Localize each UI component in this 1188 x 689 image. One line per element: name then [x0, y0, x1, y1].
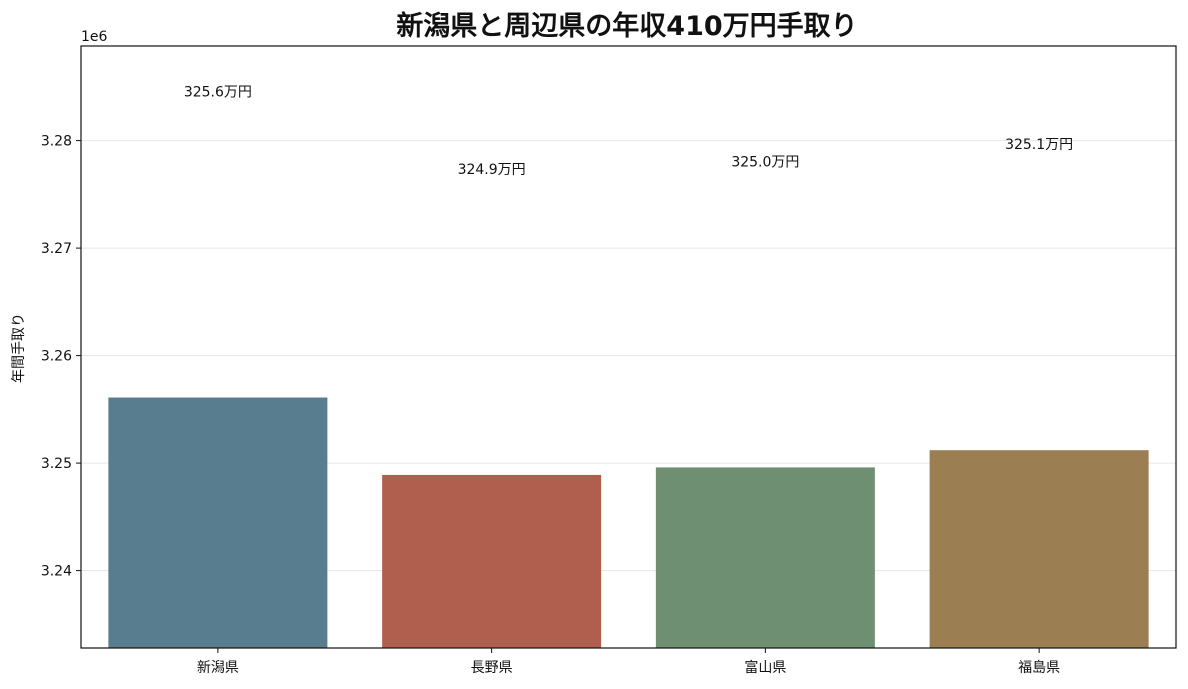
bar	[929, 450, 1149, 648]
y-tick-label: 3.26	[41, 349, 72, 365]
bar-value-label: 325.6万円	[184, 85, 252, 101]
y-tick-label: 3.25	[41, 456, 72, 472]
bar-value-label: 324.9万円	[458, 162, 526, 178]
y-tick-label: 3.28	[41, 134, 72, 150]
bar	[108, 397, 328, 648]
x-tick-label: 長野県	[471, 660, 513, 676]
y-tick-label: 3.27	[41, 241, 72, 257]
bars	[108, 397, 1149, 648]
bar	[655, 467, 875, 648]
y-axis-ticks: 3.24 3.25 3.26 3.27 3.28	[41, 134, 81, 580]
y-axis-offset-label: 1e6	[81, 29, 108, 45]
y-tick-label: 3.24	[41, 564, 72, 580]
bar-value-label: 325.0万円	[731, 154, 799, 170]
x-tick-label: 富山県	[744, 659, 786, 676]
x-tick-label: 新潟県	[197, 660, 239, 676]
x-tick-label: 福島県	[1018, 660, 1060, 676]
bar	[382, 474, 602, 648]
chart-title: 新潟県と周辺県の年収410万円手取り	[396, 10, 857, 42]
x-axis-ticks: 新潟県 長野県 富山県 福島県	[197, 648, 1060, 676]
y-axis-label: 年間手取り	[11, 313, 27, 383]
plot-frame	[80, 45, 1177, 649]
bar-value-label: 325.1万円	[1005, 137, 1073, 153]
data-labels: 325.6万円 324.9万円 325.0万円 325.1万円	[184, 85, 1073, 178]
